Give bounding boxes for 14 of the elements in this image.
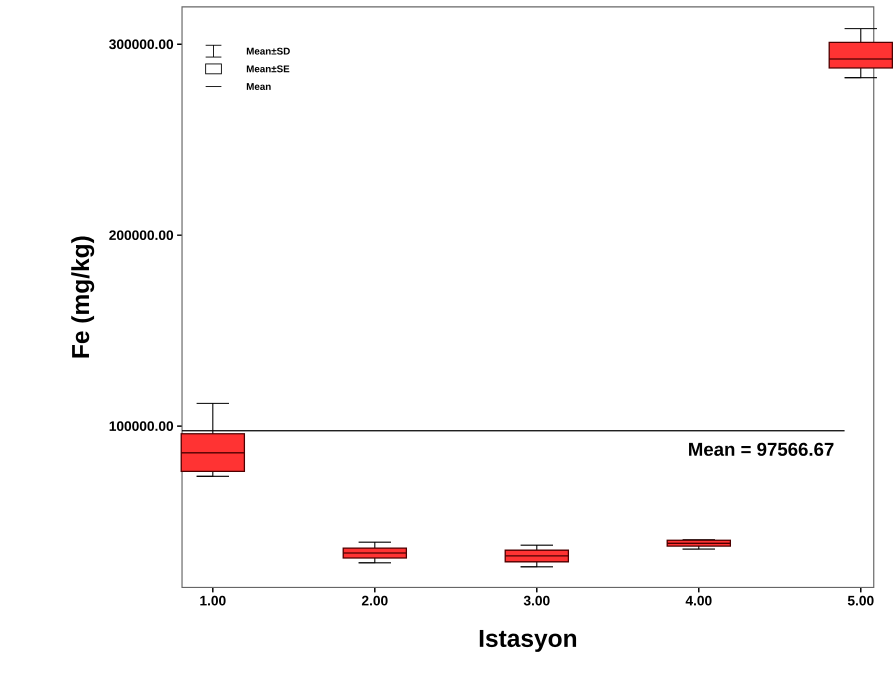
x-tick-label: 4.00 [686, 596, 712, 606]
y-tick-label: 200000.00 [109, 230, 174, 240]
x-tick-label: 5.00 [848, 596, 874, 606]
annotation: Mean±SE [246, 65, 290, 72]
x-tick-label: 3.00 [524, 596, 550, 606]
x-tick-label: 2.00 [362, 596, 388, 606]
y-tick-label: 100000.00 [110, 421, 174, 432]
annotation: Mean [246, 83, 271, 90]
y-tick-label: 300000.00 [109, 40, 174, 50]
x-tick-label: 1.00 [200, 596, 226, 606]
annotation: Mean±SD [246, 48, 290, 55]
y-axis-title: Fe (mg/kg) [71, 236, 94, 358]
x-axis-title: Istasyon [480, 630, 576, 652]
ref-line-label: Mean = 97566.67 [689, 442, 834, 456]
